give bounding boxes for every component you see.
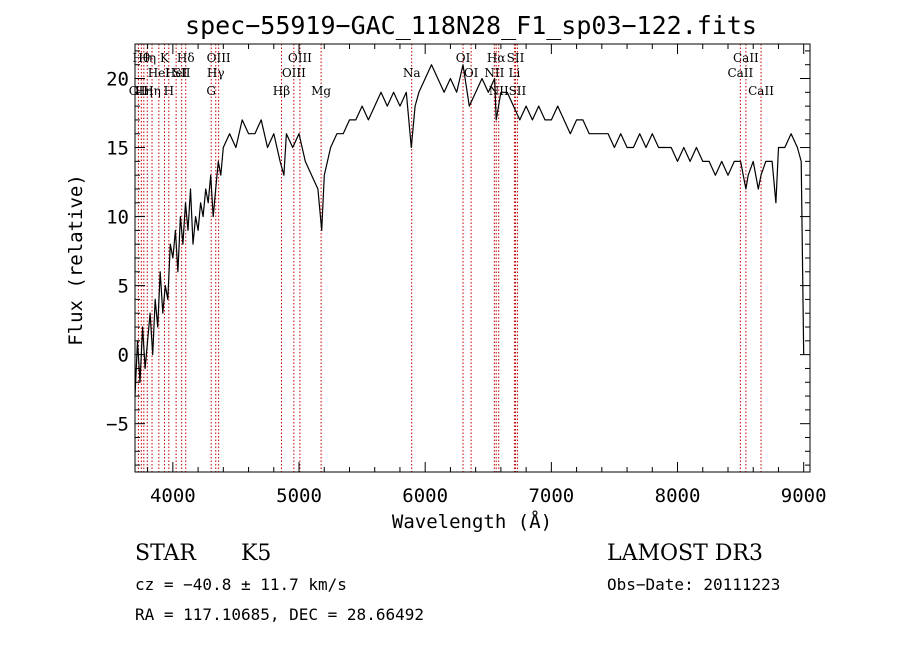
y-tick-label: 5 [118,276,129,298]
spectral-line-label: CaII [733,51,759,65]
spectral-line-labels: OIIHθHηHηHηHeIKHHeISIIHδGHγOIIIHβOIIIOII… [129,51,774,98]
object-subclass: K5 [241,541,271,566]
spectral-line-label: G [206,84,216,98]
spectral-line-label: HeI [148,66,171,80]
spectral-line-label: Mg [311,84,331,98]
spectral-line-label: Hη [143,84,161,98]
spectral-line-label: SII [509,84,527,98]
spectral-line-label: OIII [288,51,312,65]
spectral-line-label: Hη [135,84,153,98]
observation-date: Obs−Date: 20111223 [607,575,780,594]
plot-frame [134,43,811,473]
spectral-line-label: Hβ [273,84,290,98]
coordinates-readout: RA = 117.10685, DEC = 28.66492 [135,605,424,624]
spectral-line-label: Hα [487,51,506,65]
spectral-line-label: SII [507,51,525,65]
spectral-line-label: Hθ [132,51,150,65]
y-tick-label: 20 [106,69,129,91]
spectral-line-label: SII [173,66,191,80]
survey-name: LAMOST DR3 [607,541,763,566]
spectral-line-label: Hγ [207,66,225,80]
spectral-line-label: Hη [138,51,156,65]
spectral-line-label: OIII [207,51,231,65]
x-tick-label: 6000 [402,485,448,507]
chart-title: spec−55919−GAC_118N28_F1_sp03−122.fits [185,11,757,40]
spectral-line-label: OIII [282,66,306,80]
x-tick-label: 5000 [276,485,322,507]
x-tick-label: 4000 [150,485,196,507]
spectral-line-label: CaII [748,84,774,98]
x-tick-label: 8000 [655,485,701,507]
x-tick-label: 9000 [781,485,827,507]
spectral-lines [137,44,762,472]
spectral-line-label: H [164,84,174,98]
object-class: STAR [135,541,197,566]
spectral-line-label: OI [456,51,471,65]
spectral-line-label: Li [508,66,520,80]
spectral-line-label: OII [129,84,149,98]
spectral-line-label: NII [484,66,504,80]
redshift-readout: cz = −40.8 ± 11.7 km/s [135,575,347,594]
spectral-line-label: HeI [165,66,188,80]
spectral-line-label: Hδ [177,51,195,65]
spectral-line-label: OI [464,66,479,80]
spectrum-line [134,64,805,397]
x-axis-ticks: 4000 5000 6000 7000 8000 9000 [147,44,827,507]
spectral-line-label: CaII [727,66,753,80]
y-axis-label: Flux (relative) [65,174,87,346]
y-tick-label: 15 [106,138,129,160]
y-tick-label: 10 [106,207,129,229]
y-axis-ticks: −5 0 5 10 15 20 [106,50,810,466]
y-tick-label: 0 [118,345,129,367]
x-axis-label: Wavelength (Å) [392,510,552,533]
x-tick-label: 7000 [528,485,574,507]
y-tick-label: −5 [106,414,129,436]
spectral-line-label: NII [489,84,509,98]
spectral-line-label: K [160,51,170,65]
spectral-line-label: Na [403,66,421,80]
